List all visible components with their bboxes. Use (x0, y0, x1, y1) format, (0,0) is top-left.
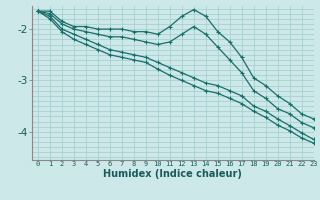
X-axis label: Humidex (Indice chaleur): Humidex (Indice chaleur) (103, 169, 242, 179)
